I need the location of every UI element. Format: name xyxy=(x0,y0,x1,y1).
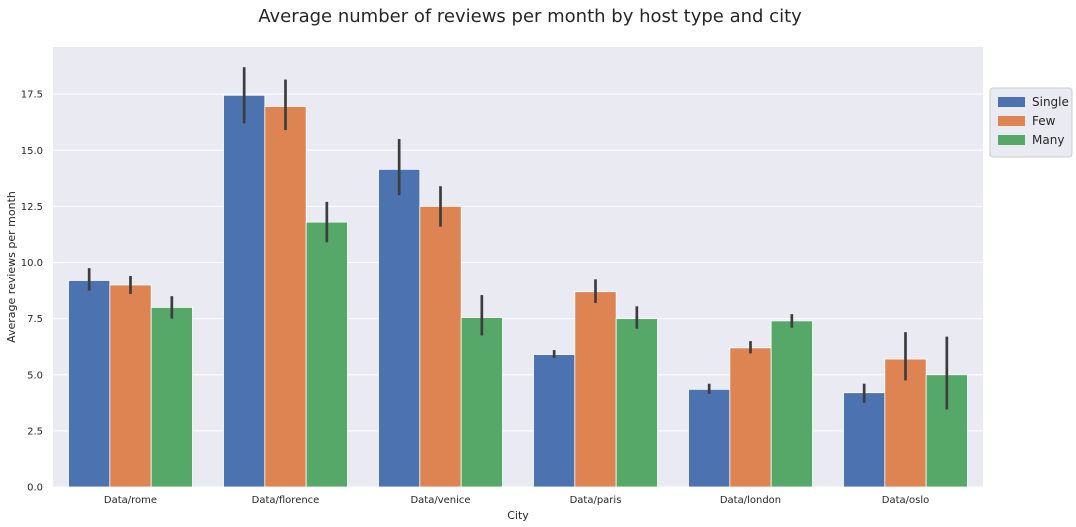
bar-single-0 xyxy=(68,280,111,488)
legend-label-many: Many xyxy=(1032,133,1064,147)
legend-label-few: Few xyxy=(1032,114,1056,128)
x-tick-label: Data/paris xyxy=(570,495,622,506)
bar-many-0 xyxy=(150,307,193,488)
bar-single-4 xyxy=(688,388,731,488)
bar-few-0 xyxy=(109,284,152,488)
y-tick-label: 7.5 xyxy=(27,314,43,325)
y-tick-label: 5.0 xyxy=(27,370,43,381)
plot-background xyxy=(53,47,983,487)
legend-label-single: Single xyxy=(1032,95,1069,109)
x-tick-label: Data/venice xyxy=(410,495,470,506)
y-tick-label: 17.5 xyxy=(21,90,43,101)
bar-many-4 xyxy=(770,320,813,488)
bar-many-1 xyxy=(305,221,348,488)
x-axis-label: City xyxy=(507,509,529,522)
y-axis-label: Average reviews per month xyxy=(5,191,18,343)
legend-swatch-few xyxy=(998,116,1025,126)
bar-single-3 xyxy=(533,354,576,488)
y-tick-label: 2.5 xyxy=(27,426,43,437)
y-tick-label: 0.0 xyxy=(27,483,43,494)
chart-title: Average number of reviews per month by h… xyxy=(258,6,802,27)
plot-area: 0.0 2.5 5.0 7.5 10.0 12.5 15.0 17.5 Data/rome Dat… xyxy=(21,47,983,506)
bar-few-3 xyxy=(574,291,617,488)
y-tick-label: 12.5 xyxy=(21,202,43,213)
bar-many-3 xyxy=(615,318,658,488)
legend-swatch-many xyxy=(998,135,1025,145)
bar-single-1 xyxy=(223,94,266,488)
y-tick-label: 15.0 xyxy=(21,146,43,157)
bar-few-4 xyxy=(729,347,772,488)
y-tick-label: 10.0 xyxy=(21,258,43,269)
bar-single-5 xyxy=(843,392,886,488)
bar-few-2 xyxy=(419,205,462,488)
x-tick-label: Data/london xyxy=(720,495,781,506)
x-tick-label: Data/rome xyxy=(104,495,157,506)
bar-many-2 xyxy=(460,317,503,488)
legend: Single Few Many xyxy=(989,87,1073,158)
legend-swatch-single xyxy=(998,97,1025,107)
bar-single-2 xyxy=(378,168,421,488)
x-tick-label: Data/florence xyxy=(252,495,320,506)
x-tick-label: Data/oslo xyxy=(882,495,929,506)
bar-few-1 xyxy=(264,106,307,488)
